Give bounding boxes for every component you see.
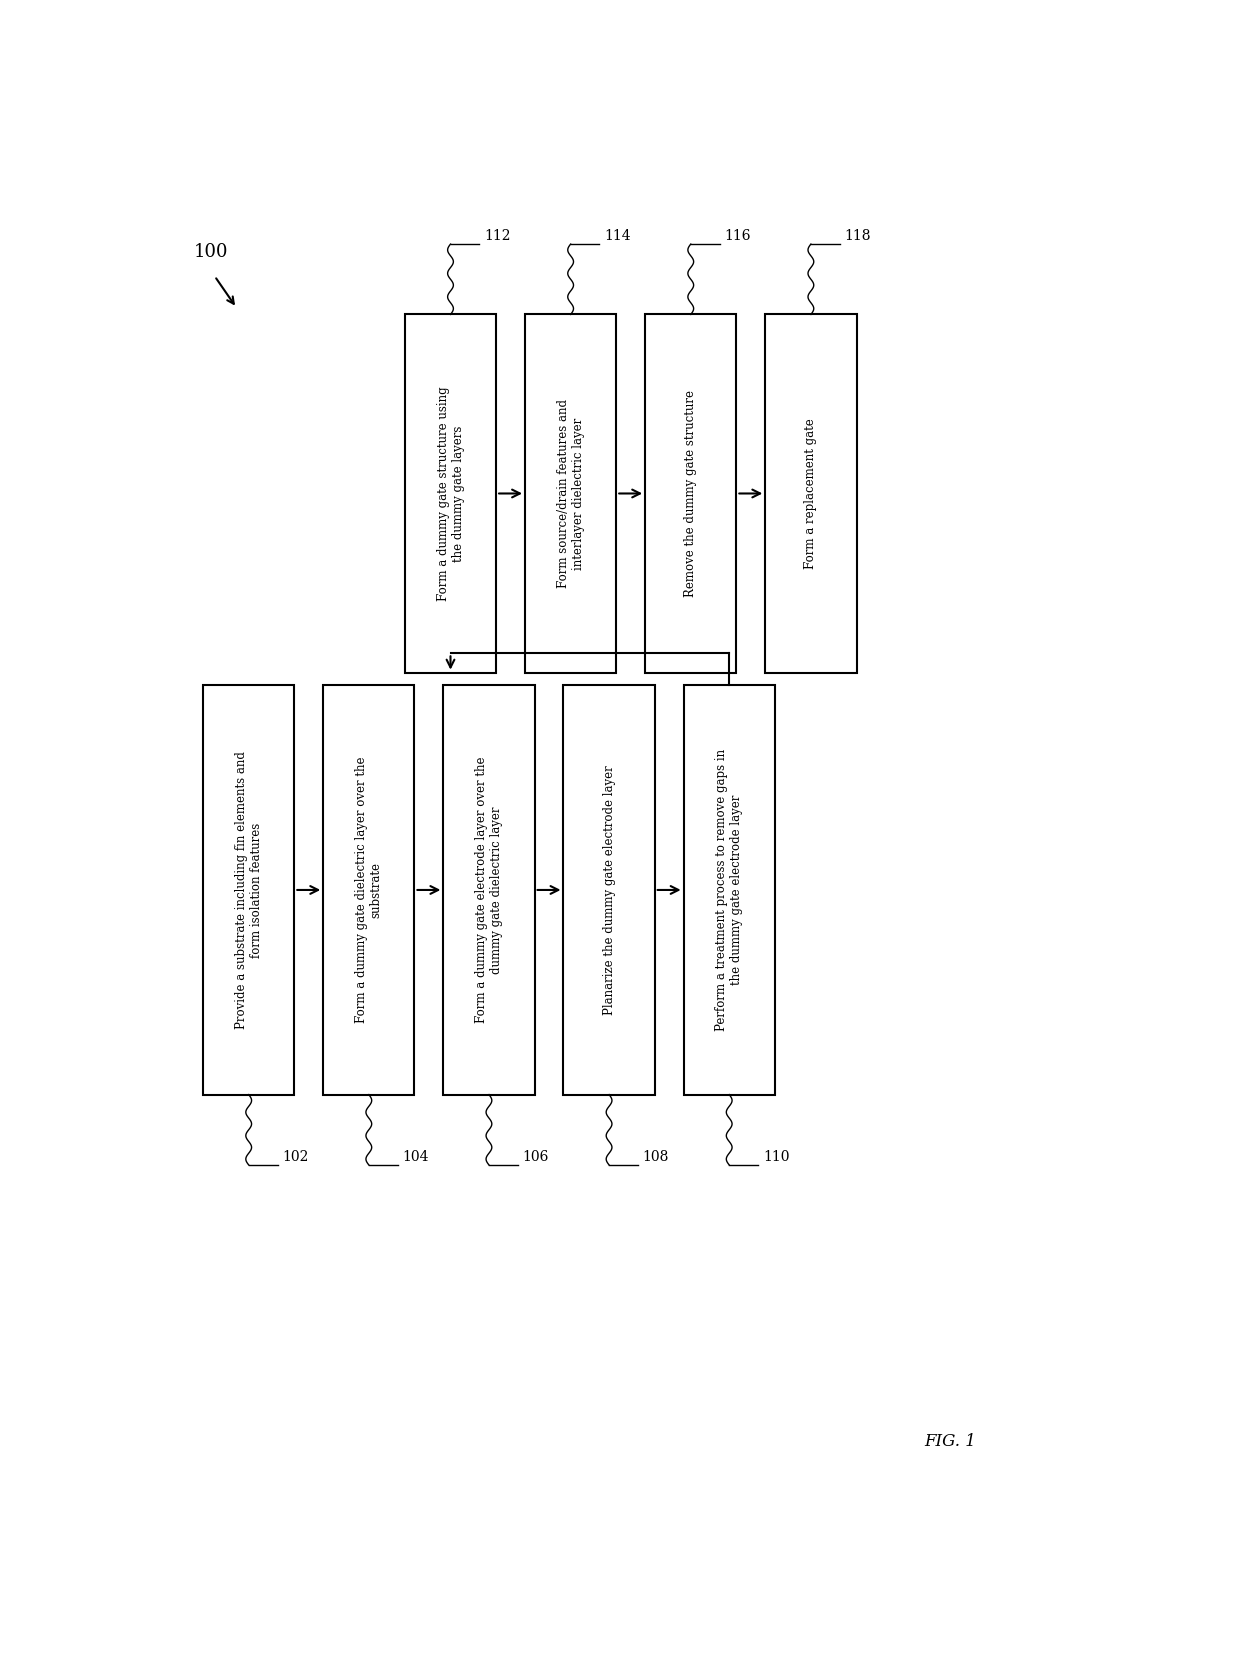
Bar [324, 686, 414, 1095]
Bar [444, 686, 534, 1095]
Text: 110: 110 [763, 1149, 790, 1164]
Text: 108: 108 [642, 1149, 670, 1164]
Bar [645, 314, 737, 673]
Text: 104: 104 [403, 1149, 429, 1164]
Bar [404, 314, 496, 673]
Text: Planarize the dummy gate electrode layer: Planarize the dummy gate electrode layer [603, 766, 615, 1015]
Text: 118: 118 [844, 229, 870, 243]
Text: 106: 106 [522, 1149, 549, 1164]
Text: Remove the dummy gate structure: Remove the dummy gate structure [684, 390, 697, 596]
Text: FIG. 1: FIG. 1 [924, 1433, 976, 1450]
Text: Form a dummy gate electrode layer over the
dummy gate dielectric layer: Form a dummy gate electrode layer over t… [475, 757, 503, 1023]
Text: Provide a substrate including fin elements and
form isolation features: Provide a substrate including fin elemen… [234, 751, 263, 1028]
Text: 116: 116 [724, 229, 751, 243]
Text: Form a dummy gate structure using
the dummy gate layers: Form a dummy gate structure using the du… [436, 385, 465, 601]
Bar [765, 314, 857, 673]
Text: 114: 114 [604, 229, 631, 243]
Text: 100: 100 [193, 243, 228, 261]
Bar [203, 686, 294, 1095]
Text: 112: 112 [484, 229, 511, 243]
Bar [683, 686, 775, 1095]
Text: Form source/drain features and
interlayer dielectric layer: Form source/drain features and interlaye… [557, 399, 584, 588]
Text: Perform a treatment process to remove gaps in
the dummy gate electrode layer: Perform a treatment process to remove ga… [715, 749, 743, 1031]
Text: Form a dummy gate dielectric layer over the
substrate: Form a dummy gate dielectric layer over … [355, 757, 383, 1023]
Text: 102: 102 [283, 1149, 309, 1164]
Bar [525, 314, 616, 673]
Text: Form a replacement gate: Form a replacement gate [805, 419, 817, 568]
Bar [563, 686, 655, 1095]
